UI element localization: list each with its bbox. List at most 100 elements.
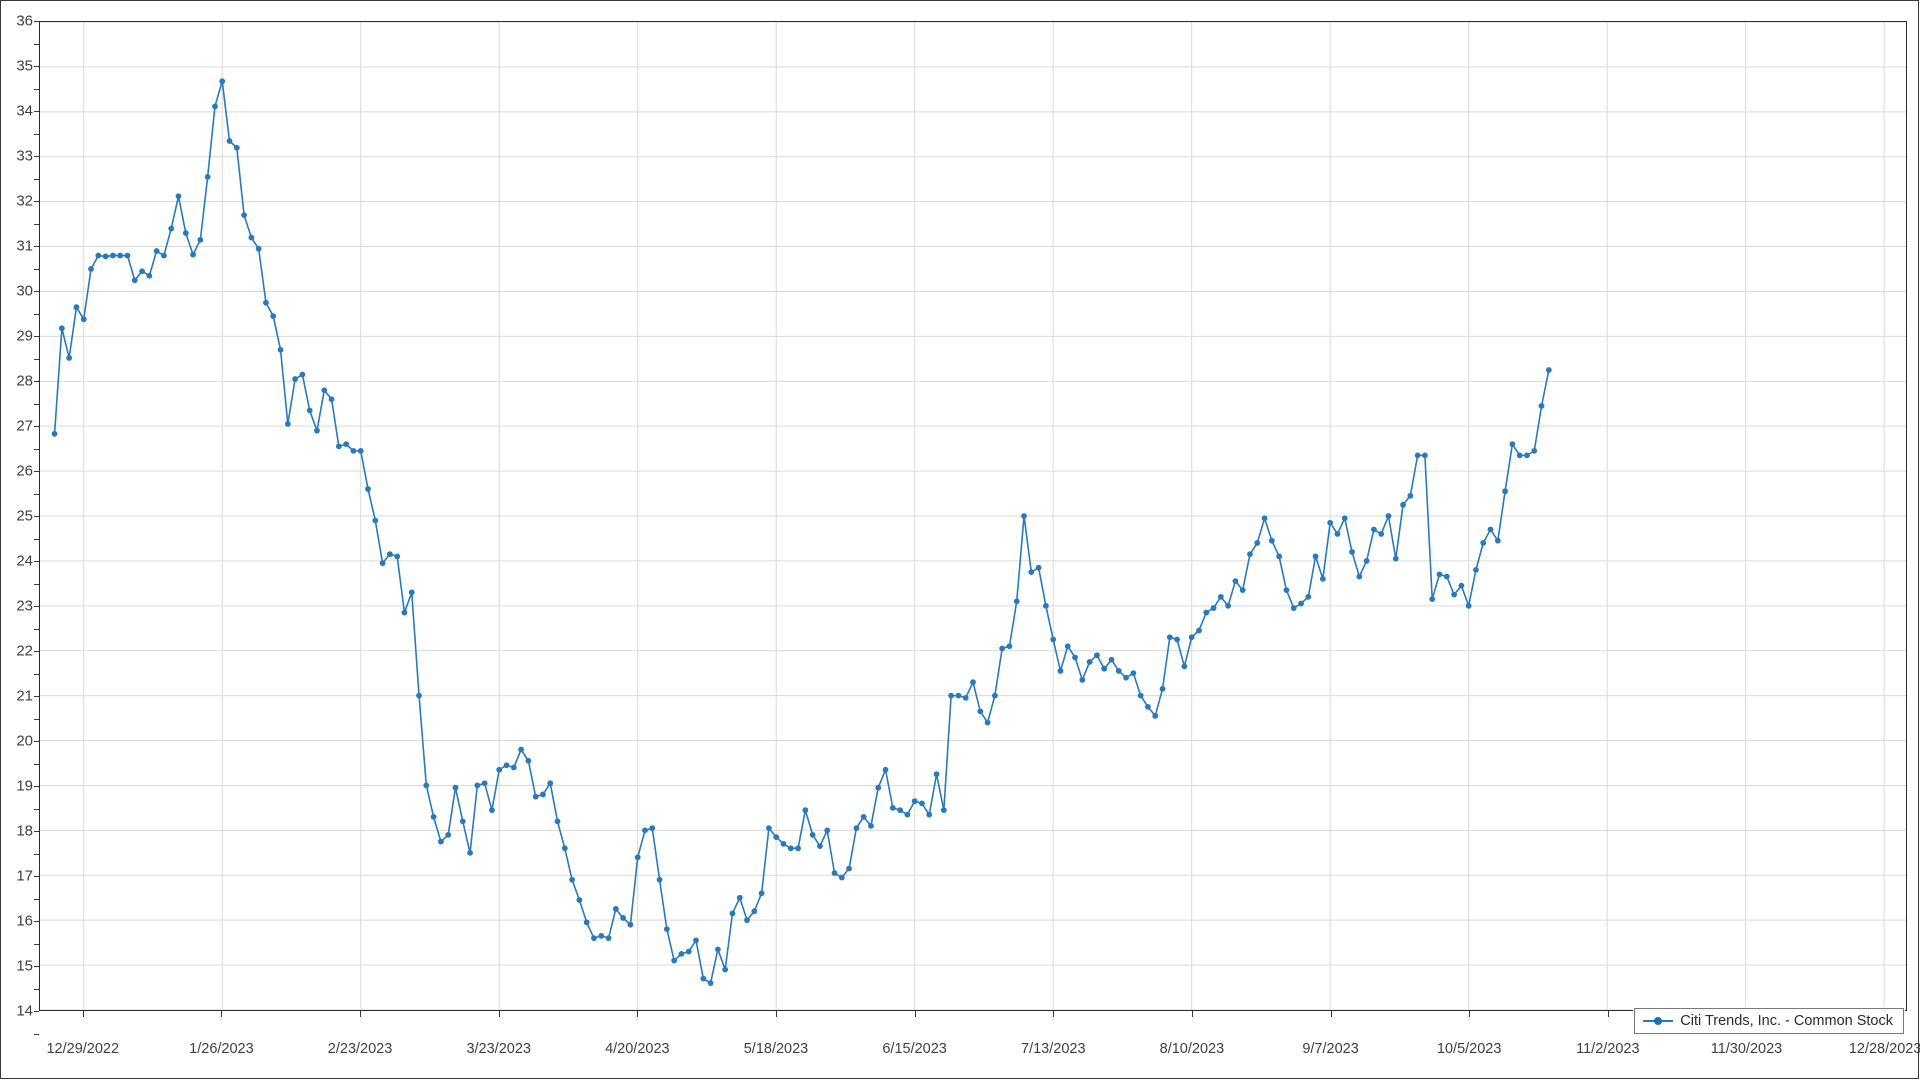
data-point	[1137, 692, 1144, 699]
vertical-gridlines	[83, 22, 1885, 1010]
y-tick-label: 20	[16, 732, 33, 750]
data-point	[1239, 587, 1246, 593]
x-tick-label: 2/23/2023	[327, 1041, 393, 1057]
data-point	[1094, 652, 1100, 659]
data-point	[612, 906, 619, 912]
data-point	[1159, 686, 1166, 692]
data-point	[831, 870, 838, 876]
data-point	[335, 443, 342, 450]
data-point	[452, 784, 459, 791]
data-point	[751, 908, 758, 915]
data-point	[292, 376, 299, 382]
data-point	[1531, 447, 1538, 454]
data-point	[1225, 602, 1232, 609]
data-point	[860, 813, 867, 820]
y-tick-label: 36	[16, 12, 33, 30]
data-point	[678, 950, 685, 957]
data-point	[904, 811, 911, 818]
data-point	[1042, 602, 1049, 609]
data-point	[1487, 526, 1494, 533]
data-point	[700, 975, 707, 982]
data-point	[408, 589, 415, 596]
data-point	[1021, 513, 1027, 519]
data-point	[117, 252, 124, 259]
y-tick-mark	[34, 741, 39, 742]
data-point	[714, 946, 721, 953]
data-point	[438, 838, 444, 845]
y-tick-mark	[34, 313, 39, 315]
y-tick-mark	[34, 651, 39, 652]
data-point	[926, 811, 933, 818]
data-point	[1480, 540, 1487, 546]
data-point	[1327, 519, 1334, 526]
data-point	[445, 831, 452, 838]
data-point	[1545, 367, 1552, 373]
data-point	[197, 236, 204, 243]
data-point	[787, 845, 794, 852]
data-point	[722, 966, 729, 973]
data-point	[1064, 643, 1071, 650]
data-point	[795, 845, 801, 852]
data-point	[212, 103, 218, 110]
y-tick-mark	[34, 718, 39, 720]
data-point	[284, 421, 291, 427]
data-point	[1123, 674, 1129, 681]
data-point	[423, 782, 430, 789]
data-point	[1494, 537, 1501, 544]
y-tick-mark	[34, 246, 39, 247]
data-point	[51, 430, 58, 437]
x-tick-label: 1/26/2023	[189, 1041, 254, 1057]
x-tick-mark	[221, 1011, 223, 1017]
data-point	[838, 874, 845, 881]
data-point	[591, 935, 597, 942]
data-point	[758, 890, 765, 897]
chart-legend[interactable]: Citi Trends, Inc. - Common Stock	[1634, 1007, 1904, 1034]
x-tick-label: 3/23/2023	[466, 1041, 531, 1057]
data-point	[146, 272, 153, 279]
data-point	[102, 253, 109, 260]
data-point	[868, 822, 874, 829]
data-point	[1166, 634, 1173, 641]
data-point	[350, 447, 357, 454]
data-point	[1334, 531, 1341, 537]
data-point	[991, 692, 998, 699]
y-tick-mark	[34, 88, 39, 90]
y-tick-label: 28	[16, 372, 33, 390]
y-tick-mark	[34, 786, 39, 787]
x-tick-label: 12/29/2022	[46, 1041, 120, 1057]
y-tick-mark	[34, 111, 39, 112]
data-point	[627, 921, 634, 928]
y-tick-label: 18	[16, 822, 33, 840]
plot-svg	[40, 22, 1906, 1010]
data-point	[882, 766, 889, 773]
data-point	[897, 807, 904, 814]
data-point	[80, 316, 87, 323]
data-point	[1319, 575, 1326, 582]
data-point	[314, 427, 320, 434]
data-point	[219, 78, 226, 85]
y-tick-mark	[34, 943, 39, 945]
data-point	[999, 645, 1006, 652]
y-tick-label: 26	[16, 462, 33, 480]
data-point	[736, 894, 743, 901]
y-tick-mark	[34, 988, 39, 990]
y-tick-label: 35	[16, 57, 33, 75]
data-point	[1050, 636, 1057, 643]
data-point	[1341, 515, 1348, 522]
data-point	[95, 252, 102, 259]
data-point	[766, 825, 772, 832]
y-tick-mark	[34, 921, 39, 922]
data-point	[1152, 712, 1159, 719]
data-point	[940, 807, 947, 814]
data-point	[1181, 663, 1188, 670]
x-tick-label: 6/15/2023	[882, 1041, 947, 1057]
x-tick-mark	[637, 1011, 639, 1017]
data-point	[1290, 605, 1297, 611]
data-point	[685, 948, 692, 955]
x-tick-label: 9/7/2023	[1302, 1041, 1359, 1057]
data-point	[809, 831, 816, 838]
y-tick-label: 31	[16, 237, 33, 255]
y-tick-mark	[34, 898, 39, 900]
